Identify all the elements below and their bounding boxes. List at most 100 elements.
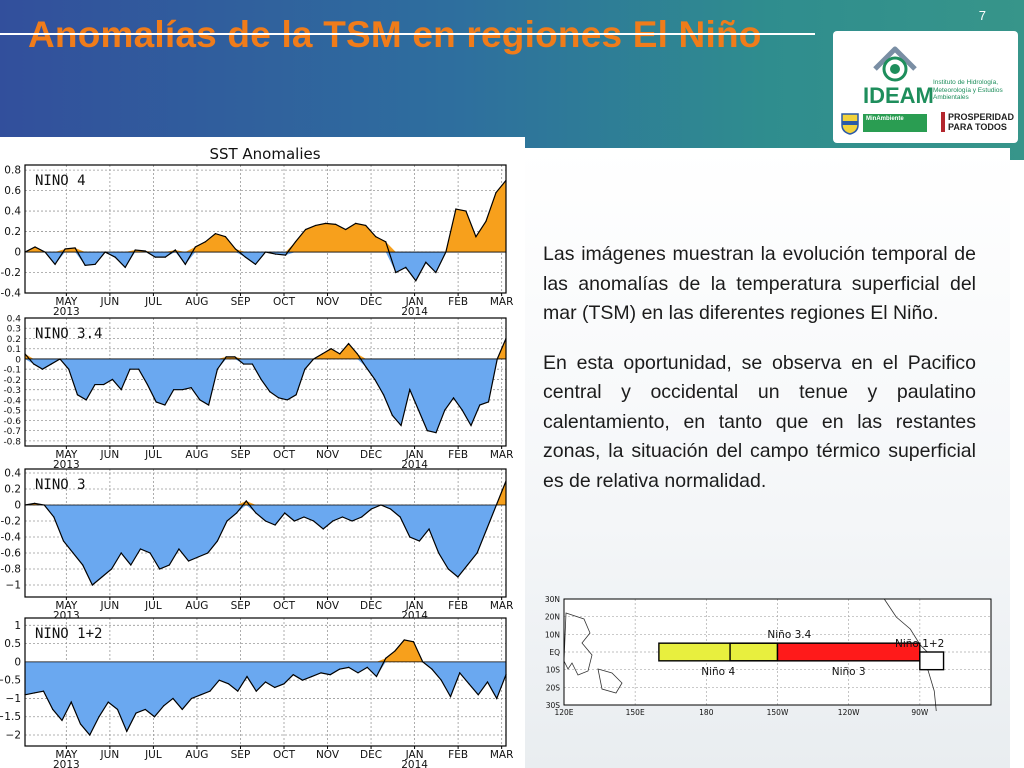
lon-label: 90W — [911, 708, 929, 717]
x-tick-label: AUG — [185, 749, 208, 761]
data-point — [187, 560, 190, 562]
data-point — [322, 528, 324, 530]
y-tick-label: -0.2 — [1, 267, 22, 279]
data-point — [98, 716, 100, 718]
y-tick-label: 0.3 — [7, 325, 21, 335]
data-point — [68, 368, 70, 370]
data-point — [283, 683, 285, 685]
x-tick-label: JUN — [100, 296, 120, 308]
ideam-acronym: IDEAM — [863, 83, 934, 108]
y-tick-label: -0.6 — [3, 417, 21, 427]
x-tick-label: JUL — [144, 749, 162, 761]
x-tick-label: JUL — [144, 600, 162, 612]
data-point — [418, 540, 421, 542]
lon-label: 120W — [838, 708, 860, 717]
data-point — [243, 363, 245, 365]
data-point — [200, 694, 202, 696]
x-tick-label: DEC — [360, 449, 382, 461]
data-point — [348, 666, 350, 668]
data-point — [214, 233, 216, 235]
lon-label: 120E — [554, 708, 573, 717]
description-paragraph-2: En esta oportunidad, se observa en el Pa… — [543, 351, 976, 492]
x-tick-label: AUG — [185, 600, 208, 612]
data-point — [234, 248, 237, 250]
data-point — [400, 424, 402, 427]
y-tick-label: -0.8 — [1, 564, 22, 576]
data-point — [178, 548, 180, 550]
data-point — [116, 708, 119, 711]
data-point — [173, 389, 175, 391]
y-tick-label: −1 — [6, 580, 21, 592]
region-box-ni-o-4 — [658, 642, 779, 662]
data-point — [111, 378, 114, 381]
y-tick-label: 0.4 — [4, 468, 21, 480]
data-point — [91, 584, 93, 586]
y-tick-label: 0.4 — [7, 315, 22, 325]
plot-frame — [24, 164, 507, 294]
data-point — [361, 516, 363, 518]
data-point — [218, 679, 220, 681]
data-point — [74, 247, 76, 249]
slide-title: Anomalías de la TSM en regiones El Niño — [28, 14, 762, 55]
data-point — [172, 697, 174, 700]
data-point — [485, 220, 487, 222]
data-point — [345, 228, 347, 231]
x-tick-label: FEB — [448, 749, 468, 761]
data-point — [466, 564, 469, 566]
y-tick-label: -0.7 — [3, 427, 21, 437]
y-tick-label: 0.2 — [4, 484, 21, 496]
data-point — [82, 564, 84, 566]
y-tick-label: -0.3 — [3, 386, 21, 396]
data-point — [61, 719, 63, 722]
x-tick-label: JAN — [405, 749, 424, 761]
negative-anomaly-area — [25, 358, 506, 433]
data-point — [208, 404, 210, 406]
map-frame — [563, 598, 992, 706]
x-tick-label: SEP — [231, 449, 251, 461]
lat-label: 20N — [545, 613, 560, 622]
data-point — [114, 256, 116, 258]
data-point — [159, 568, 161, 570]
page-number: 7 — [978, 8, 986, 23]
data-point — [197, 556, 199, 558]
data-point — [64, 248, 66, 250]
data-point — [135, 712, 137, 714]
data-point — [138, 368, 140, 370]
logo-strip: MinAmbiente PROSPERIDAD PARA TODOS — [837, 111, 1014, 137]
data-point — [447, 568, 449, 570]
x-tick-label: FEB — [448, 296, 468, 308]
data-point — [181, 389, 184, 391]
data-point — [385, 657, 387, 659]
data-point — [455, 208, 457, 210]
data-point — [431, 668, 433, 670]
data-point — [286, 399, 288, 401]
data-point — [207, 552, 209, 554]
ideam-emblem-icon — [873, 46, 917, 82]
y-tick-label: 0.5 — [4, 638, 21, 650]
data-point — [190, 697, 193, 700]
lat-label: 30S — [546, 701, 561, 710]
slogan-line-2: PARA TODOS — [948, 122, 1007, 132]
panel-label: NINO 3 — [35, 477, 86, 493]
region-label: Niño 3.4 — [767, 629, 811, 641]
data-point — [264, 520, 267, 522]
y-tick-label: -0.8 — [3, 437, 21, 447]
data-point — [163, 705, 165, 707]
y-tick-label: 1 — [14, 620, 21, 632]
data-point — [227, 683, 230, 685]
data-point — [42, 690, 45, 692]
data-point — [50, 363, 52, 365]
data-point — [164, 256, 166, 258]
positive-anomaly-area — [25, 180, 506, 253]
data-point — [294, 241, 297, 243]
data-point — [304, 368, 306, 370]
x-tick-label: NOV — [316, 600, 340, 612]
x-tick-label: MAY — [55, 600, 77, 612]
data-point — [459, 672, 461, 674]
data-point — [154, 256, 156, 258]
data-point — [382, 394, 385, 396]
data-point — [417, 409, 420, 411]
data-point — [94, 383, 96, 386]
plot-frame — [24, 617, 507, 747]
sst-anomalies-figure: SST Anomalies NINO 4 -0.4 -0.2 0 0.2 0.4 0.6 0.8… — [0, 137, 525, 768]
